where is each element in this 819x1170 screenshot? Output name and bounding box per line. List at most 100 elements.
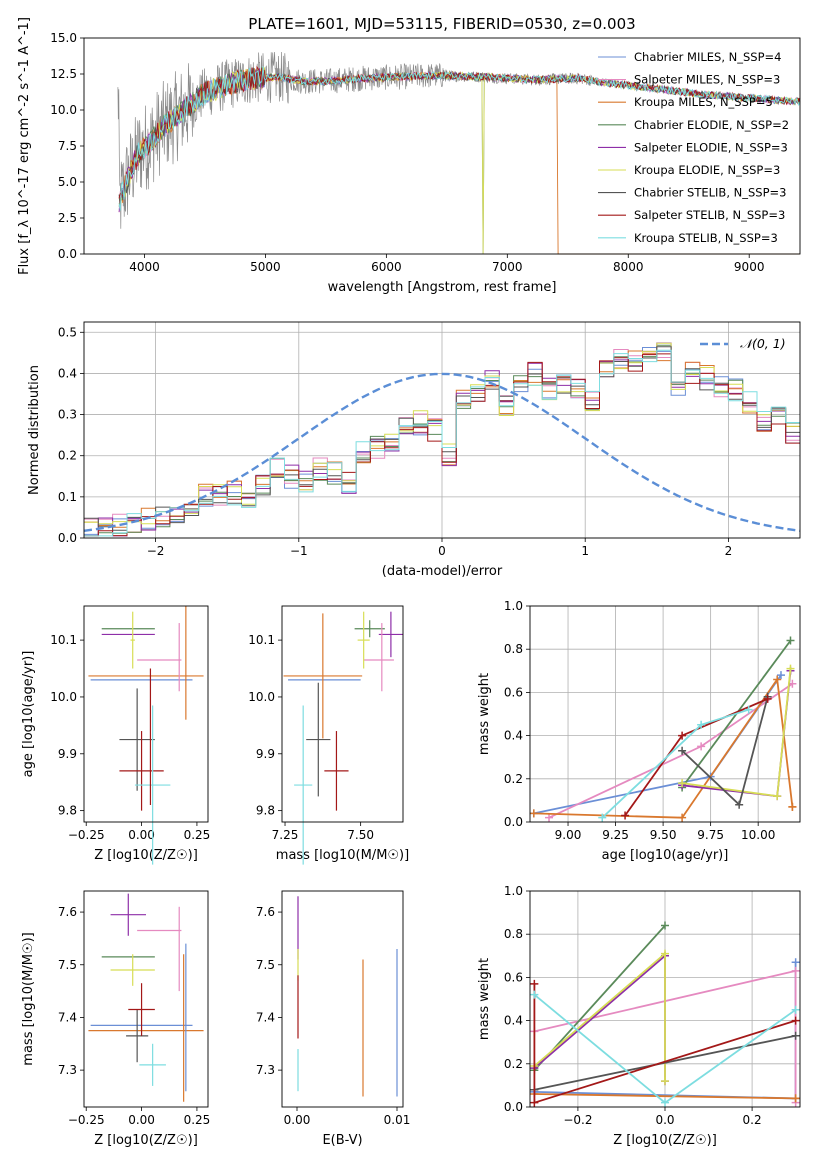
legend-label: Kroupa STELIB, N_SSP=3 <box>634 231 778 245</box>
legend-label: Salpeter STELIB, N_SSP=3 <box>634 208 785 222</box>
weight-marker <box>788 802 797 811</box>
weight-marker <box>678 731 687 740</box>
y-tick-label: 12.5 <box>50 67 77 81</box>
axes-frame <box>83 890 209 1108</box>
model-line <box>118 66 801 211</box>
legend-label: Chabrier MILES, N_SSP=4 <box>634 50 781 64</box>
y-axis-label: Flux [f_λ 10^-17 erg cm^-2 s^-1 A^-1] <box>17 17 32 275</box>
x-tick-label: 9000 <box>734 260 765 274</box>
x-tick-label: 7.25 <box>272 828 299 842</box>
weight-marker <box>661 1098 669 1107</box>
y-tick-label: 7.5 <box>58 139 77 153</box>
y-tick-label: 7.4 <box>256 1010 275 1024</box>
weight-line <box>533 676 794 819</box>
x-tick-label: 1 <box>581 544 589 558</box>
x-tick-label: 9.50 <box>650 828 677 842</box>
x-tick-label: 0 <box>438 544 446 558</box>
legend-label: Kroupa MILES, N_SSP=5 <box>634 95 773 109</box>
x-tick-label: 5000 <box>250 260 281 274</box>
y-tick-label: 0.0 <box>504 815 523 829</box>
errorbars-mass-vs-Z <box>88 893 204 1102</box>
y-axis-label: Normed distribution <box>27 365 42 495</box>
x-tick-label: 9.25 <box>602 828 629 842</box>
axes-weight-vs-Z: −0.2 0.0 0.2 0.0 0.2 0.4 0.6 0.8 1.0 Z [log10(Z/Z… <box>477 884 800 1148</box>
axes-frame <box>281 890 404 1108</box>
y-tick-label: 2.5 <box>58 211 77 225</box>
x-tick-label: 10.00 <box>741 828 775 842</box>
weight-marker <box>678 746 687 755</box>
y-tick-label: 5.0 <box>58 175 77 189</box>
y-axis-label: age [log10(age/yr)] <box>21 651 36 778</box>
x-tick-label: −0.2 <box>563 1113 592 1127</box>
y-tick-label: 7.6 <box>256 905 275 919</box>
weight-marker <box>791 1016 800 1025</box>
y-tick-label: 10.1 <box>50 633 77 647</box>
weights-weight-vs-Z <box>530 921 800 1107</box>
x-tick-label: 2 <box>725 544 733 558</box>
y-tick-label: 0.2 <box>504 1057 523 1071</box>
axes-frame <box>83 321 801 539</box>
y-tick-label: 0.8 <box>504 927 523 941</box>
weights-weight-vs-age <box>529 636 797 822</box>
axes-frame <box>529 605 801 823</box>
errorbars-mass-vs-EBV <box>297 896 398 1097</box>
y-tick-label: 0.1 <box>58 490 77 504</box>
x-axis-label: wavelength [Angstrom, rest frame] <box>328 280 557 295</box>
axes-frame <box>83 605 209 823</box>
x-axis-label: (data-model)/error <box>382 564 503 579</box>
y-tick-label: 0.4 <box>504 729 523 743</box>
x-axis-label: Z [log10(Z/Z☉)] <box>613 1133 717 1148</box>
x-tick-label: 4000 <box>129 260 160 274</box>
hist-step <box>84 349 800 537</box>
weight-marker <box>661 921 669 930</box>
weight-marker <box>661 949 669 958</box>
y-tick-label: 7.3 <box>256 1063 275 1077</box>
weight-marker <box>735 800 744 809</box>
y-tick-label: 9.9 <box>58 747 77 761</box>
weight-marker <box>791 1005 800 1014</box>
x-tick-label: 0.00 <box>284 1113 311 1127</box>
weight-marker <box>529 809 538 818</box>
weight-line <box>534 1034 796 1091</box>
weight-marker <box>786 636 795 645</box>
y-tick-label: 10.0 <box>50 103 77 117</box>
legend-label: Chabrier STELIB, N_SSP=3 <box>634 186 786 200</box>
x-tick-label: 0.2 <box>743 1113 762 1127</box>
x-tick-label: 9.00 <box>555 828 582 842</box>
weight-marker <box>773 675 782 684</box>
y-tick-label: 0.6 <box>504 970 523 984</box>
weight-marker <box>530 979 539 988</box>
axes-age-vs-Z: −0.25 0.00 0.25 9.8 9.9 10.0 10.1 Z [log10(Z/Z☉… <box>21 633 210 863</box>
x-tick-label: −0.25 <box>68 828 105 842</box>
x-axis-label: mass [log10(M/M☉)] <box>276 848 409 863</box>
x-tick-label: −1 <box>290 544 308 558</box>
weight-marker <box>545 813 554 822</box>
model-line <box>118 65 801 199</box>
weight-marker <box>791 1094 800 1103</box>
axes-frame <box>83 37 801 255</box>
axes-mass-vs-EBV: 0.00 0.01 7.3 7.4 7.5 7.6 E(B-V) <box>256 905 410 1148</box>
legend-label: Chabrier ELODIE, N_SSP=2 <box>634 118 789 132</box>
weight-marker <box>598 813 607 822</box>
y-tick-label: 9.8 <box>256 804 275 818</box>
weight-marker <box>791 958 800 967</box>
weight-line <box>681 670 792 798</box>
y-tick-label: 10.0 <box>50 690 77 704</box>
x-tick-label: 0.00 <box>128 1113 155 1127</box>
y-tick-label: 10.0 <box>248 690 275 704</box>
legend-label: Kroupa ELODIE, N_SSP=3 <box>634 163 780 177</box>
y-tick-label: 0.4 <box>504 1014 523 1028</box>
y-tick-label: 9.8 <box>58 804 77 818</box>
weight-marker <box>744 705 753 714</box>
weight-marker <box>678 813 687 822</box>
weight-line <box>681 668 792 798</box>
figure-title: PLATE=1601, MJD=53115, FIBERID=0530, z=0… <box>248 15 635 33</box>
y-axis-label: mass weight <box>477 958 492 1040</box>
y-tick-label: 0.2 <box>504 772 523 786</box>
y-tick-label: 0.8 <box>504 642 523 656</box>
errorbars-age-vs-mass <box>283 611 403 865</box>
x-tick-label: 0.01 <box>384 1113 411 1127</box>
x-tick-label: 9.75 <box>697 828 724 842</box>
axes-frame <box>529 890 801 1108</box>
